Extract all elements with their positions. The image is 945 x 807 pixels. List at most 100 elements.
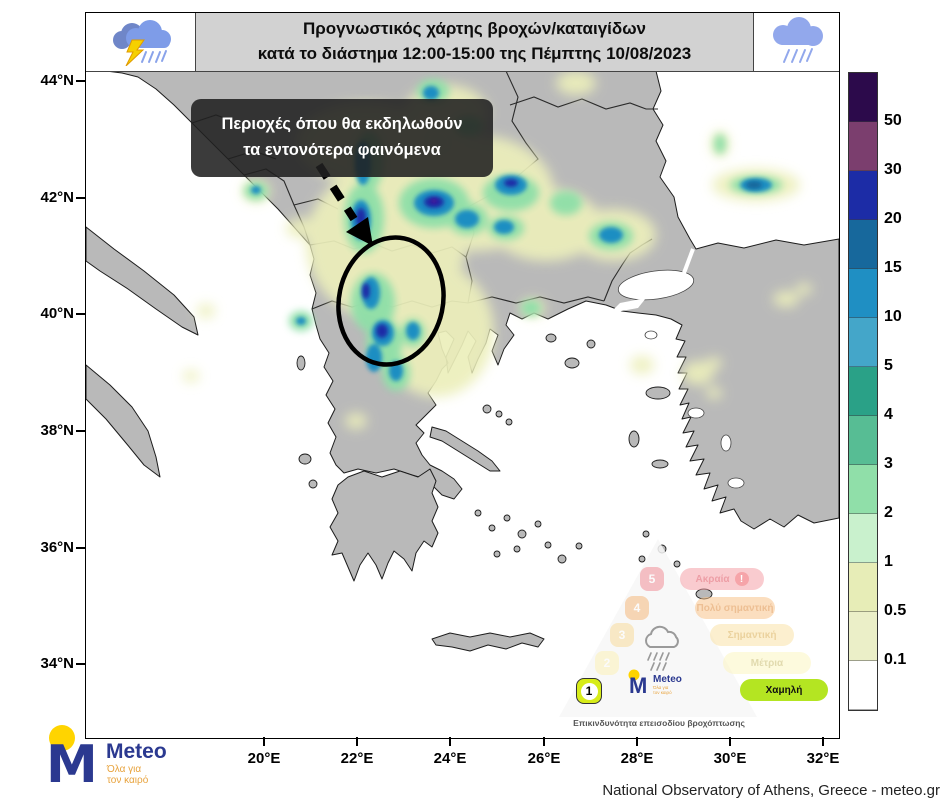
pyramid-level-pill: Σημαντική [710, 624, 794, 646]
colorbar-segment [849, 73, 877, 122]
italy-calabria [86, 364, 161, 478]
sea-of-marmara [617, 269, 695, 301]
lon-tick-label: 28°E [620, 750, 654, 767]
pyramid-level-pill: Πολύ σημαντική [695, 597, 775, 619]
colorbar-label: 1 [884, 553, 893, 570]
title-line2: κατά το διάστημα 12:00-15:00 της Πέμπτης… [257, 44, 692, 63]
colorbar-segment [849, 416, 877, 465]
svg-text:M: M [629, 673, 647, 698]
dardanelles [610, 298, 646, 313]
meteo-logo: M Meteo Όλα για τον καιρό [40, 720, 230, 795]
colorbar-label: 2 [884, 504, 893, 521]
pyramid-level-badge: 1 [576, 678, 602, 704]
lon-tick-mark [543, 737, 545, 746]
lon-tick-mark [729, 737, 731, 746]
title-line1: Προγνωστικός χάρτης βροχών/καταιγίδων [302, 19, 647, 39]
hazard-pyramid: M Meteo Όλα για τον καιρό 5 Ακραία! 4 Πολύ … [555, 535, 840, 730]
forecast-map: Προγνωστικός χάρτης βροχών/καταιγίδων κα… [85, 12, 840, 739]
lon-tick-label: 24°E [433, 750, 467, 767]
inland-water [610, 248, 745, 489]
pyramid-level-label: Σημαντική [727, 629, 777, 641]
colorbar-label: 5 [884, 357, 893, 374]
pyramid-level-badge: 5 [640, 567, 664, 591]
lon-tick-mark [636, 737, 638, 746]
lon-tick-label: 30°E [713, 750, 747, 767]
pyramid-level-badge: 3 [610, 623, 634, 647]
colorbar-label: 3 [884, 455, 893, 472]
lon-tick-label: 20°E [247, 750, 281, 767]
lat-tick-label: 38°N [40, 422, 74, 439]
annotation-line2: τα εντονότερα φαινόμενα [243, 141, 441, 159]
pyramid-level-label: Μέτρια [750, 657, 784, 669]
storm-icon-box [86, 13, 196, 71]
lon-tick-mark [449, 737, 451, 746]
pyramid-level-badge: 2 [595, 651, 619, 675]
pyramid-level-badge: 4 [625, 596, 649, 620]
lon-tick-label: 22°E [340, 750, 374, 767]
meteo-logo-sun [49, 725, 75, 751]
lat-tick-mark [76, 80, 85, 82]
colorbar-segment [849, 465, 877, 514]
lon-tick-mark [263, 737, 265, 746]
colorbar-label: 0.1 [884, 651, 907, 668]
svg-text:Όλα για: Όλα για [652, 685, 669, 690]
pyramid-meteo-logo: M Meteo Όλα για τον καιρό [627, 667, 737, 707]
pyramid-level-label: Χαμηλή [765, 684, 803, 696]
colorbar-segment [849, 220, 877, 269]
lat-tick-mark [76, 663, 85, 665]
peloponnese [329, 468, 439, 582]
lat-tick-mark [76, 430, 85, 432]
alert-icon: ! [734, 572, 749, 586]
lon-tick-label: 32°E [806, 750, 840, 767]
precipitation-extreme-core [431, 199, 437, 203]
evia-island [429, 426, 501, 472]
colorbar-label: 10 [884, 308, 902, 325]
pyramid-level-pill: Ακραία! [680, 568, 764, 590]
lat-tick-mark [76, 197, 85, 199]
colorbar-segment [849, 122, 877, 171]
colorbar-label: 15 [884, 259, 902, 276]
rain-cloud-icon [772, 17, 823, 63]
lat-tick-label: 34°N [40, 655, 74, 672]
lat-tick-mark [76, 313, 85, 315]
lon-tick-mark [356, 737, 358, 746]
pyramid-level-label: Ακραία [695, 573, 730, 585]
svg-text:τον καιρό: τον καιρό [653, 689, 672, 695]
colorbar-segment [849, 367, 877, 416]
colorbar-segment [849, 563, 877, 612]
lat-tick-label: 40°N [40, 305, 74, 322]
colorbar-segment [849, 612, 877, 661]
lat-tick-mark [76, 547, 85, 549]
rain-icon-box [753, 13, 839, 71]
meteo-logo-text: Meteo [106, 740, 167, 763]
precipitation-colorbar [848, 72, 878, 711]
italy-heel [86, 226, 199, 336]
colorbar-label: 0.5 [884, 602, 907, 619]
meteo-tagline-1: Όλα για [106, 764, 141, 775]
meteo-tagline-2: τον καιρό [107, 774, 149, 786]
colorbar-label: 4 [884, 406, 893, 423]
map-title: Προγνωστικός χάρτης βροχών/καταιγίδων κα… [196, 13, 753, 71]
pyramid-caption: Επικινδυνότητα επεισοδίου βροχόπτωσης [573, 718, 745, 728]
meteo-logo-m: M [46, 735, 98, 795]
lat-tick-label: 44°N [40, 72, 74, 89]
lat-tick-label: 42°N [40, 189, 74, 206]
credit-text: National Observatory of Athens, Greece -… [602, 782, 940, 799]
colorbar-segment [849, 318, 877, 367]
pyramid-rain-cloud-icon [641, 623, 681, 676]
colorbar-segment [849, 269, 877, 318]
lat-tick-label: 36°N [40, 539, 74, 556]
colorbar-label: 20 [884, 210, 902, 227]
pyramid-level-number: 1 [580, 682, 598, 700]
pyramid-logo-text: Meteo [653, 674, 682, 685]
storm-cloud-lightning-rain-icon [112, 20, 171, 66]
pyramid-level-pill: Μέτρια [723, 652, 811, 674]
colorbar-label: 30 [884, 161, 902, 178]
colorbar-label: 50 [884, 112, 902, 129]
title-bar: Προγνωστικός χάρτης βροχών/καταιγίδων κα… [86, 13, 839, 72]
colorbar-segment [849, 171, 877, 220]
crete-island [431, 632, 545, 652]
highlight-ellipse [336, 235, 446, 367]
pyramid-level-label: Πολύ σημαντική [696, 602, 774, 614]
